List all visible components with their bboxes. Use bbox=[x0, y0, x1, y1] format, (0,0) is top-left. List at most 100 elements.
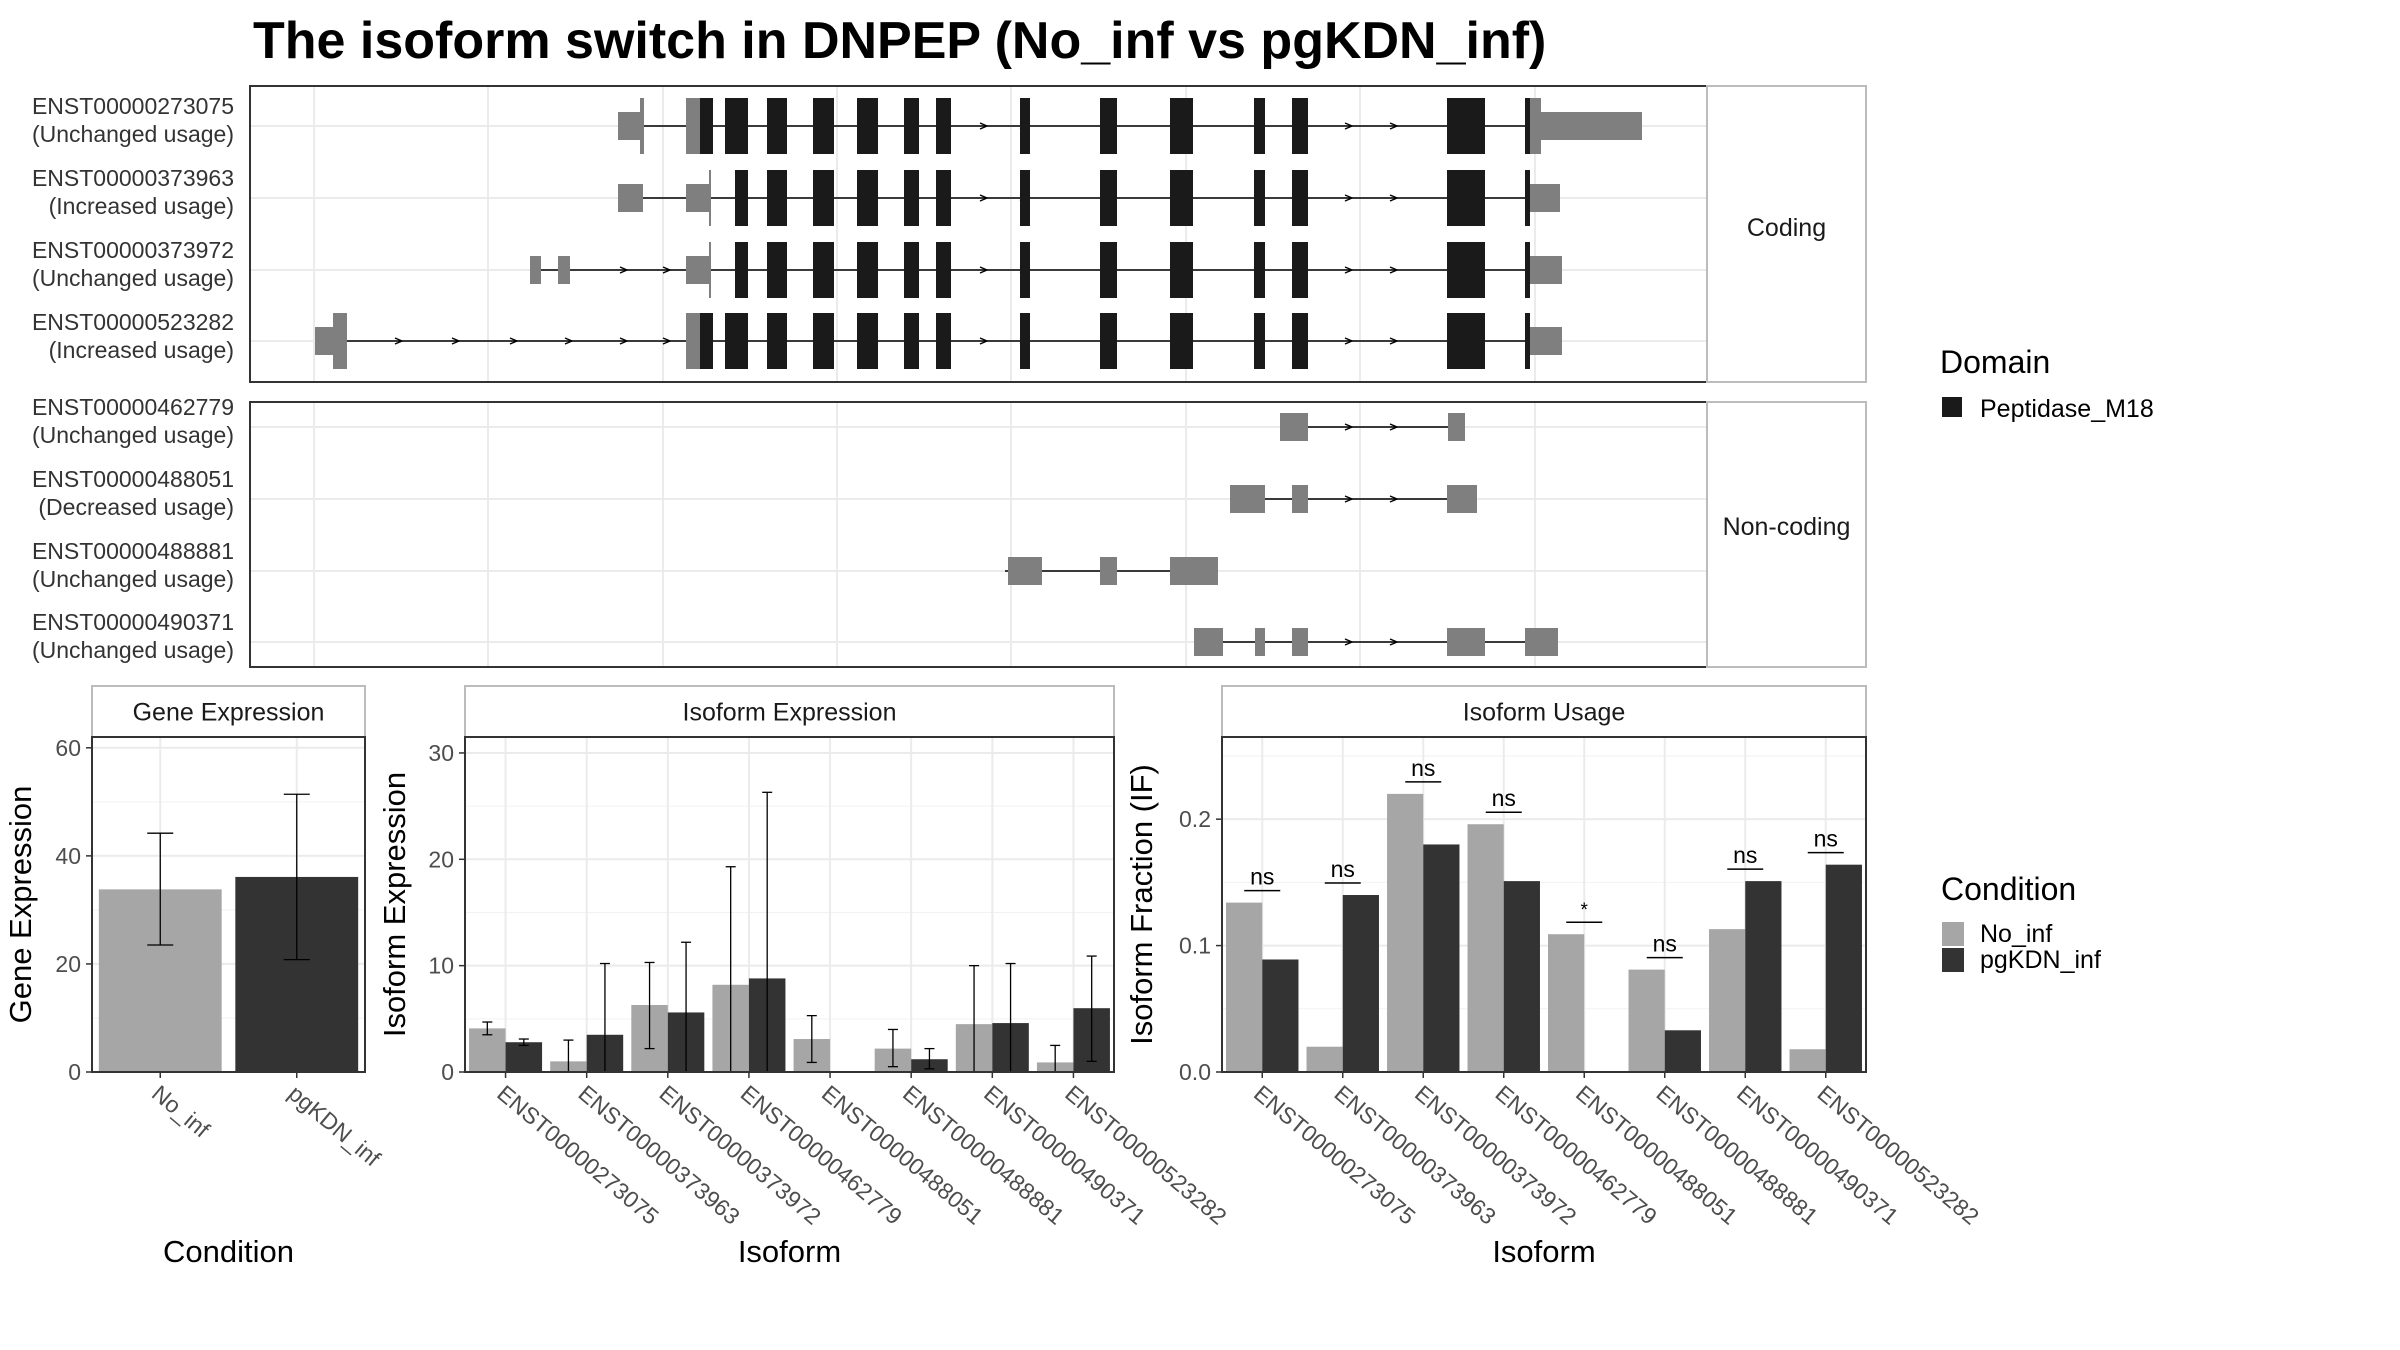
strand-arrow bbox=[1389, 122, 1399, 130]
utr-exon bbox=[1255, 628, 1265, 656]
isoform-usage-label: (Unchanged usage) bbox=[32, 637, 234, 663]
domain-exon bbox=[813, 170, 834, 226]
domain-exon bbox=[767, 170, 787, 226]
facet-strip bbox=[1706, 401, 1867, 668]
utr-exon bbox=[1447, 628, 1485, 656]
utr-exon bbox=[1008, 557, 1042, 585]
domain-exon bbox=[700, 98, 713, 154]
utr-exon bbox=[709, 170, 711, 226]
domain-exon bbox=[1292, 242, 1308, 298]
domain-exon bbox=[936, 98, 951, 154]
y-axis-title: Isoform Fraction (IF) bbox=[1124, 764, 1159, 1045]
facet-strip bbox=[1706, 85, 1867, 383]
y-tick-label: 30 bbox=[428, 740, 454, 766]
strand-arrow bbox=[619, 266, 629, 274]
domain-exon bbox=[1020, 170, 1030, 226]
utr-exon bbox=[530, 256, 541, 284]
bar bbox=[1789, 1049, 1826, 1072]
isoform-id-label: ENST00000523282 bbox=[32, 309, 234, 335]
isoform-usage-label: (Decreased usage) bbox=[38, 494, 234, 520]
strand-arrow bbox=[1344, 337, 1354, 345]
facet-strip-label: Isoform Usage bbox=[1463, 699, 1626, 727]
domain-exon bbox=[857, 242, 878, 298]
strand-arrow bbox=[451, 337, 461, 345]
bar bbox=[1709, 929, 1746, 1072]
y-tick-label: 10 bbox=[428, 953, 454, 979]
gene-structure-plot: ENST00000273075(Unchanged usage)ENST0000… bbox=[32, 85, 1867, 668]
isoform-id-label: ENST00000373972 bbox=[32, 237, 234, 263]
domain-exon bbox=[1170, 242, 1193, 298]
domain-exon bbox=[904, 98, 919, 154]
bar bbox=[1745, 881, 1782, 1072]
bar bbox=[1262, 959, 1299, 1072]
figure-title: The isoform switch in DNPEP (No_inf vs p… bbox=[253, 12, 1546, 70]
panel-background bbox=[465, 737, 1114, 1072]
domain-exon bbox=[1100, 98, 1117, 154]
domain-exon bbox=[767, 242, 787, 298]
x-axis-title: Condition bbox=[163, 1234, 294, 1269]
y-tick-label: 0 bbox=[68, 1059, 81, 1085]
bar bbox=[1387, 793, 1424, 1072]
utr-exon bbox=[558, 256, 570, 284]
utr-exon bbox=[640, 98, 644, 154]
domain-exon bbox=[1447, 313, 1485, 369]
panel-border bbox=[91, 736, 366, 1073]
domain-exon bbox=[735, 170, 748, 226]
isoform-usage-label: (Increased usage) bbox=[49, 193, 234, 219]
isoform-id-label: ENST00000490371 bbox=[32, 609, 234, 635]
utr-exon bbox=[1530, 98, 1541, 154]
bar bbox=[1306, 1046, 1343, 1072]
legend-label: No_inf bbox=[1980, 920, 2052, 948]
bar bbox=[1226, 902, 1263, 1072]
utr-exon bbox=[686, 256, 709, 284]
domain-exon bbox=[1292, 170, 1308, 226]
utr-exon bbox=[618, 184, 643, 212]
legend-title: Condition bbox=[1941, 871, 2076, 907]
utr-exon bbox=[1541, 112, 1642, 140]
significance-label: * bbox=[1581, 900, 1589, 921]
utr-exon bbox=[1530, 327, 1562, 355]
strand-arrow bbox=[662, 337, 672, 345]
domain-exon bbox=[936, 313, 951, 369]
y-tick-label: 20 bbox=[55, 951, 81, 977]
significance-label: ns bbox=[1814, 826, 1838, 852]
facet-strip-label: Non-coding bbox=[1723, 513, 1851, 541]
panel-background bbox=[250, 86, 1707, 382]
domain-exon bbox=[1254, 313, 1265, 369]
y-axis-title: Gene Expression bbox=[3, 786, 38, 1024]
strand-arrow bbox=[564, 337, 574, 345]
domain-exon bbox=[700, 313, 713, 369]
domain-exon bbox=[1020, 98, 1030, 154]
facet-strip-label: Isoform Expression bbox=[683, 699, 897, 727]
domain-legend: Domain Peptidase_M18 bbox=[1940, 344, 2154, 423]
panel-border bbox=[1221, 736, 1867, 1073]
utr-exon bbox=[1280, 413, 1308, 441]
panel-background bbox=[250, 402, 1707, 667]
strand-arrow bbox=[1344, 266, 1354, 274]
isoform-id-label: ENST00000488881 bbox=[32, 538, 234, 564]
panel-border bbox=[464, 736, 1115, 1073]
strand-arrow bbox=[509, 337, 519, 345]
significance-label: ns bbox=[1411, 755, 1435, 781]
utr-exon bbox=[1530, 256, 1562, 284]
domain-exon bbox=[1020, 242, 1030, 298]
domain-exon bbox=[1292, 98, 1308, 154]
utr-exon bbox=[1170, 557, 1218, 585]
domain-exon bbox=[1525, 313, 1530, 369]
legend-label: pgKDN_inf bbox=[1980, 946, 2101, 974]
gene-expression-chart: Gene Expression 0 20 40 60 No_inf pgKDN_inf Con… bbox=[3, 685, 386, 1269]
strand-arrow bbox=[662, 266, 672, 274]
utr-exon bbox=[1194, 628, 1223, 656]
strand-arrow bbox=[979, 194, 989, 202]
strand-arrow bbox=[1389, 638, 1399, 646]
isoform-expression-chart: Isoform Expression0102030ENST00000273075… bbox=[377, 685, 1232, 1269]
significance-label: ns bbox=[1733, 842, 1757, 868]
strand-arrow bbox=[394, 337, 404, 345]
strand-arrow bbox=[1389, 337, 1399, 345]
facet-strip bbox=[91, 685, 366, 738]
bar bbox=[1548, 934, 1585, 1072]
domain-exon bbox=[725, 98, 748, 154]
utr-exon bbox=[1448, 413, 1465, 441]
domain-exon bbox=[1254, 242, 1265, 298]
